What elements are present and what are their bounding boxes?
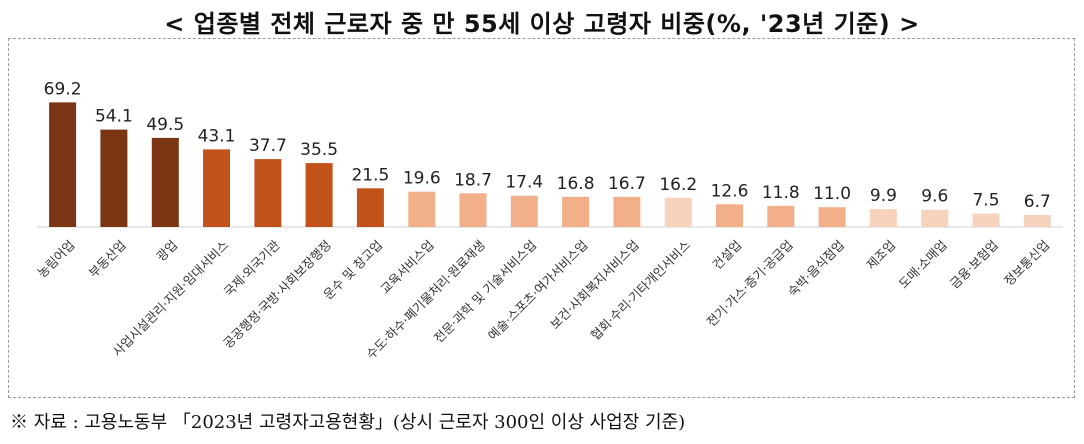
bar: [972, 213, 1000, 227]
category-label: 금융·보험업: [947, 237, 1001, 291]
bar: [869, 209, 897, 227]
data-label: 18.7: [454, 170, 492, 190]
bar: [716, 204, 743, 227]
chart-title: < 업종별 전체 근로자 중 만 55세 이상 고령자 비중(%, '23년 기…: [164, 10, 920, 38]
bar: [613, 196, 641, 227]
data-label: 21.5: [351, 165, 389, 185]
category-label: 공공행정·국방·사회보장행정: [220, 237, 334, 351]
source-note: ※ 자료 : 고용노동부 「2023년 고령자고용현황」(상시 근로자 300인…: [10, 412, 686, 433]
bar: [562, 196, 590, 227]
category-label: 농림어업: [34, 237, 77, 280]
category-label: 도매·소매업: [896, 237, 950, 291]
data-label: 69.2: [44, 79, 82, 99]
category-label: 협회·수리·기타개인서비스: [588, 237, 694, 343]
data-label: 49.5: [146, 115, 184, 135]
data-label: 11.8: [762, 183, 800, 203]
category-label: 광업: [153, 237, 180, 264]
bar: [664, 197, 692, 227]
category-label: 전문·과학 및 기술서비스업: [431, 237, 539, 345]
category-label: 보건·사회복지서비스업: [547, 237, 642, 332]
bar: [921, 209, 949, 227]
bar: [305, 163, 333, 227]
bar: [356, 188, 384, 227]
data-label: 11.0: [813, 184, 851, 204]
bar: [510, 195, 538, 227]
bar: [100, 129, 128, 227]
category-label: 제조업: [863, 237, 898, 272]
bar: [254, 159, 282, 227]
data-label: 7.5: [972, 191, 999, 211]
bar: [1023, 214, 1051, 227]
data-label: 37.7: [249, 136, 287, 156]
data-label: 54.1: [95, 107, 133, 127]
bar: [408, 191, 436, 227]
category-label: 전기·가스·증기·공급업: [703, 237, 795, 329]
bar: [767, 205, 795, 227]
bar: [49, 102, 77, 227]
data-label: 35.5: [300, 140, 338, 160]
category-label: 예술·스포츠·여가서비스업: [485, 237, 591, 343]
data-label: 6.7: [1024, 192, 1051, 212]
data-label: 16.2: [659, 175, 697, 195]
data-label: 12.6: [711, 181, 749, 201]
bar: [203, 149, 230, 227]
data-label: 16.8: [557, 174, 595, 194]
bar: [818, 207, 846, 227]
bar-chart: 69.2농림어업54.1부동산업49.5광업43.1사업시설관리·지원·임대서비…: [34, 79, 1063, 362]
data-label: 19.6: [403, 169, 441, 189]
data-label: 16.7: [608, 174, 646, 194]
category-label: 정보통신업: [1001, 237, 1052, 288]
bar: [459, 193, 487, 227]
bar: [151, 137, 179, 227]
data-label: 43.1: [198, 126, 236, 146]
data-label: 17.4: [505, 173, 543, 193]
data-label: 9.6: [921, 187, 948, 207]
category-label: 부동산업: [86, 237, 129, 280]
chart-frame: [8, 38, 1075, 398]
category-label: 건설업: [709, 237, 744, 272]
data-label: 9.9: [870, 186, 897, 206]
